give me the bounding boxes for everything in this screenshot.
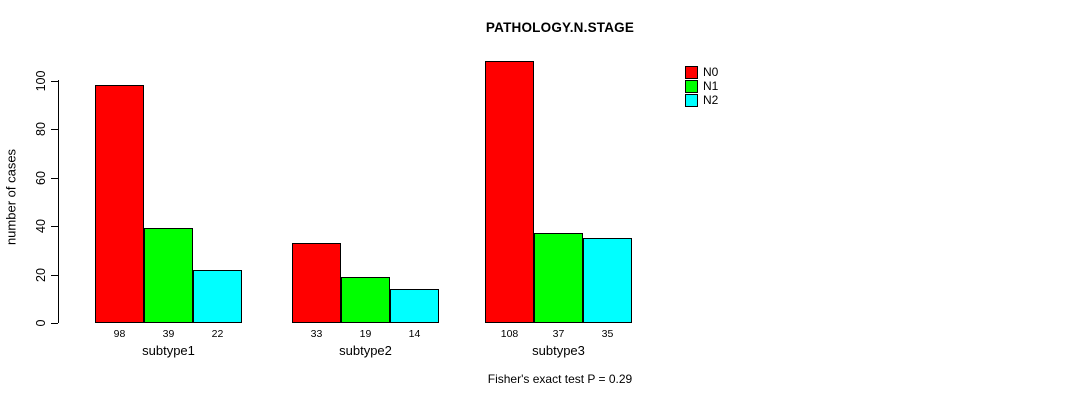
y-axis-tick-label: 80 [34,122,48,136]
bar-value-label: 35 [601,328,614,340]
legend-swatch-n2 [685,93,698,107]
y-axis-tick [51,323,58,324]
bar-value-label: 22 [211,328,224,340]
legend-swatch-n0 [685,65,698,79]
y-axis-tick-label: 40 [34,219,48,233]
y-axis-tick-label: 0 [34,319,48,327]
category-label-subtype3: subtype3 [532,343,585,358]
y-axis-tick [51,129,58,130]
legend-label: N0 [703,65,719,79]
bar-n0-subtype1 [95,85,144,323]
y-axis-tick-label: 100 [34,70,48,92]
bar-n2-subtype2 [390,289,439,323]
category-label-subtype2: subtype2 [339,343,392,358]
bar-n1-subtype1 [144,228,193,323]
bar-n1-subtype2 [341,277,390,323]
legend-item-n2: N2 [685,93,718,107]
bar-value-label: 19 [359,328,372,340]
bar-value-label: 37 [552,328,565,340]
bar-value-label: 33 [310,328,323,340]
bar-n0-subtype3 [485,61,534,323]
bar-n1-subtype3 [534,233,583,323]
legend-item-n1: N1 [685,79,718,93]
bar-n2-subtype3 [583,238,632,323]
chart-title: PATHOLOGY.N.STAGE [485,20,635,35]
y-axis-tick-label: 60 [34,171,48,185]
annotation-text: Fisher's exact test P = 0.29 [487,372,633,386]
category-label-subtype1: subtype1 [142,343,195,358]
y-axis-tick-label: 20 [34,268,48,282]
bar-value-label: 39 [162,328,175,340]
y-axis-line [58,80,59,323]
legend-label: N1 [703,79,719,93]
legend-item-n0: N0 [685,65,718,79]
y-axis-label: number of cases [3,148,19,246]
bar-n0-subtype2 [292,243,341,323]
legend-swatch-n1 [685,79,698,93]
y-axis-tick [51,226,58,227]
legend: N0 N1 N2 [685,65,718,107]
y-axis-tick [51,81,58,82]
legend-label: N2 [703,93,719,107]
y-axis-tick [51,275,58,276]
bar-value-label: 98 [113,328,126,340]
bar-value-label: 14 [408,328,421,340]
bar-n2-subtype1 [193,270,242,323]
y-axis-tick [51,178,58,179]
bar-value-label: 108 [500,328,519,340]
